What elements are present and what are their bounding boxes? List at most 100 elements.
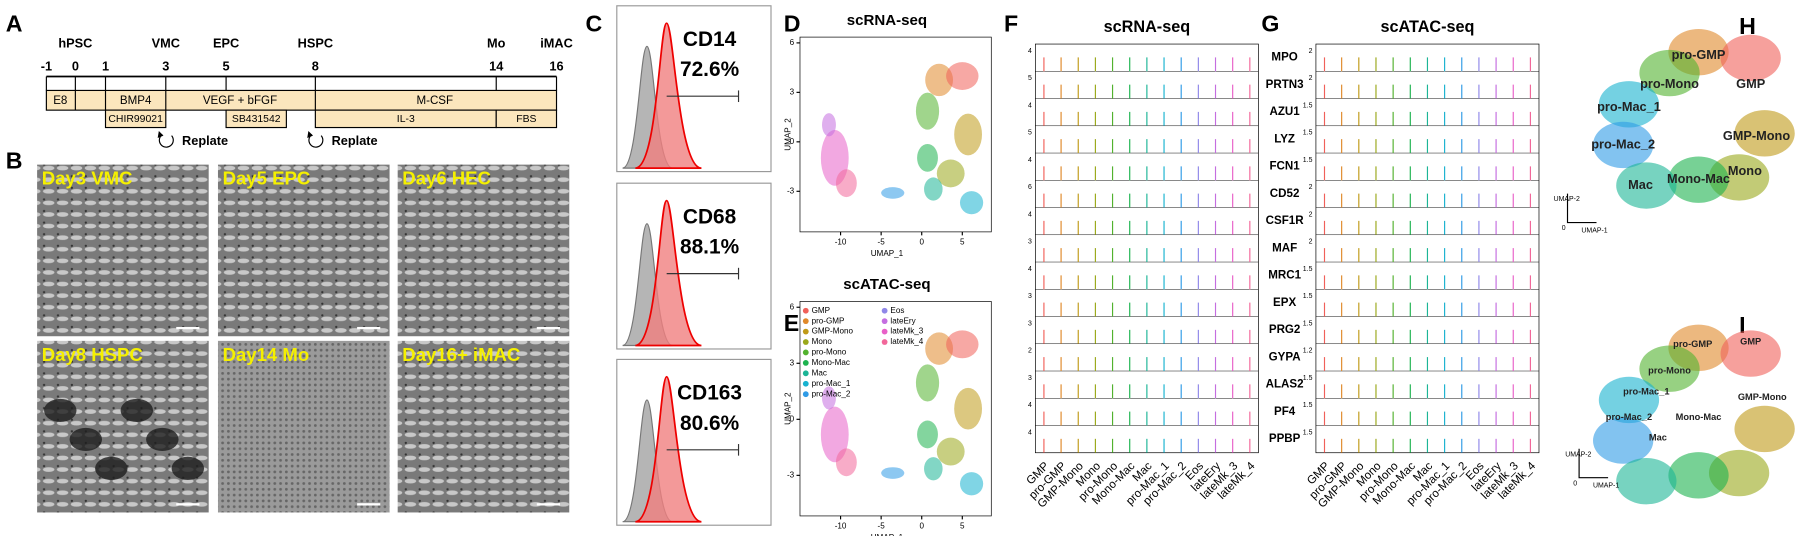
violin-ytick: 1.5 <box>1303 375 1313 382</box>
axis-arrows <box>1566 193 1597 224</box>
y-tick-label: -3 <box>787 186 795 195</box>
violin-ytick: 3 <box>1028 320 1032 327</box>
cluster-cloud <box>822 386 836 410</box>
axis-origin: 0 <box>1562 225 1566 232</box>
cluster-cloud <box>820 406 849 463</box>
media2-bar <box>225 109 287 129</box>
replate-label: Replate <box>332 133 378 148</box>
umap-title: scATAC-seq <box>843 276 930 293</box>
gene-label: AZU1 <box>1269 106 1300 118</box>
cluster-cloud <box>835 169 857 198</box>
cluster-label: Mono-Mac <box>1667 171 1730 186</box>
cluster-label: pro-Mac_1 <box>1623 386 1669 396</box>
micrograph <box>37 340 209 513</box>
legend-label: GMP-Mono <box>812 327 854 336</box>
violin-ytick: 2 <box>1309 239 1313 246</box>
violin-ytick: 1.5 <box>1303 429 1313 436</box>
violin-title: scRNA-seq <box>1104 18 1191 36</box>
legend-dot <box>802 391 809 398</box>
flow-percent: 72.6% <box>680 58 739 81</box>
legend-label: lateMk_4 <box>890 337 923 346</box>
violin-ytick: 2 <box>1309 48 1313 55</box>
violin-ytick: 3 <box>1028 293 1032 300</box>
scale-bar <box>357 326 381 330</box>
cluster-cloud <box>954 113 983 156</box>
plot-frame <box>799 301 992 517</box>
cluster-label: pro-GMP <box>1673 339 1712 349</box>
replate-label: Replate <box>182 133 228 148</box>
cluster-label: GMP <box>1740 336 1761 346</box>
violin-ytick: 1.2 <box>1303 348 1313 355</box>
micrograph-label: Day6 HEC <box>402 168 491 189</box>
media-label: M-CSF <box>416 95 453 107</box>
day-label: 1 <box>102 59 109 74</box>
axis-arrows <box>1578 448 1609 479</box>
micrograph <box>217 340 390 513</box>
flow-marker: CD14 <box>683 28 737 51</box>
cluster-cloud <box>959 472 984 496</box>
cluster-cloud <box>924 177 943 201</box>
cluster-label: pro-Mac_2 <box>1591 136 1655 151</box>
cluster-cloud <box>954 387 983 430</box>
legend-label: lateEry <box>890 316 916 325</box>
y-axis-label: UMAP-2 <box>1565 451 1591 458</box>
violin-ytick: 2 <box>1309 75 1313 82</box>
violin-ytick: 3 <box>1028 239 1032 246</box>
cluster-cloud <box>917 420 938 449</box>
legend-label: Mac <box>812 368 827 377</box>
gene-label: ALAS2 <box>1266 379 1304 391</box>
cluster-label: GMP-Mono <box>1723 128 1790 143</box>
gene-label: LYZ <box>1274 133 1295 145</box>
micrograph-label: Day3 VMC <box>42 168 133 189</box>
legend-dot <box>802 349 809 356</box>
cluster-cloud <box>915 364 940 402</box>
legend-label: pro-Mono <box>812 348 847 357</box>
gene-label: MRC1 <box>1268 270 1301 282</box>
legend-label: pro-GMP <box>812 316 845 325</box>
gene-label: GYPA <box>1269 351 1302 363</box>
legend-dot <box>881 339 888 345</box>
legend-dot <box>802 328 809 335</box>
legend-label: pro-Mac_2 <box>812 389 851 398</box>
media2-bar <box>495 109 558 129</box>
cluster-cloud <box>1734 405 1795 453</box>
cluster-cloud <box>915 92 940 130</box>
x-axis-label: UMAP_1 <box>871 533 904 536</box>
cluster-cloud <box>946 62 979 90</box>
day-label: 14 <box>489 59 504 74</box>
violin-ytick: 4 <box>1028 48 1032 55</box>
cluster-cloud <box>924 457 943 481</box>
cluster-cloud <box>1720 34 1781 82</box>
scale-bar <box>176 326 200 330</box>
violin-ytick: 4 <box>1028 429 1032 436</box>
y-tick-label: 3 <box>790 88 795 97</box>
day-label: 16 <box>549 59 563 74</box>
gene-label: PRTN3 <box>1266 79 1305 91</box>
axis-origin: 0 <box>1573 480 1577 487</box>
day-label: 8 <box>312 59 319 74</box>
panel-label: C <box>585 11 602 37</box>
replate-arrow <box>158 134 174 148</box>
stage-label: HSPC <box>298 35 333 50</box>
cluster-cloud <box>1720 330 1781 377</box>
violin-ytick: 1.5 <box>1303 130 1313 137</box>
violin-ytick: 1.5 <box>1303 157 1313 164</box>
legend-dot <box>802 318 809 325</box>
cluster-cloud <box>1734 110 1795 157</box>
cluster-cloud <box>881 187 905 199</box>
cluster-label: GMP-Mono <box>1738 392 1787 402</box>
cluster-cloud <box>936 437 965 466</box>
violin-ytick: 5 <box>1028 75 1032 82</box>
media2-label: IL-3 <box>397 114 415 125</box>
replate-arrow <box>308 134 324 148</box>
cluster-cloud <box>1616 457 1677 505</box>
x-tick-label: -10 <box>835 237 847 246</box>
violin-ytick: 2 <box>1309 211 1313 218</box>
dark-colony <box>171 456 205 480</box>
media-label: VEGF + bFGF <box>203 95 277 107</box>
violin-ytick: 1.5 <box>1303 266 1313 273</box>
panel-label: A <box>6 11 23 37</box>
x-axis-label: UMAP_1 <box>871 249 904 258</box>
cluster-label: Mono-Mac <box>1676 412 1722 422</box>
cluster-label: Mono <box>1728 163 1762 178</box>
